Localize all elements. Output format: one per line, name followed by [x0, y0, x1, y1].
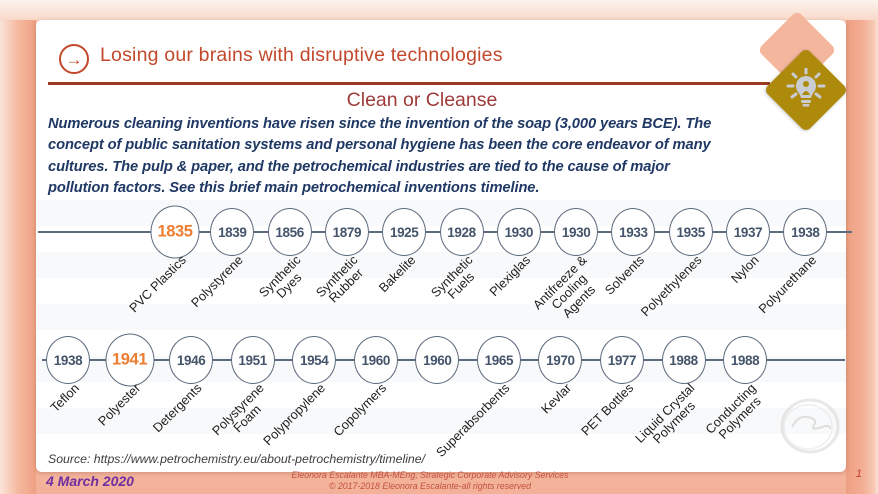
slide-border-left: [0, 0, 36, 494]
timeline-node: 1951: [230, 336, 275, 384]
timeline-year: 1951: [238, 352, 267, 368]
timeline-year: 1946: [176, 352, 206, 368]
timeline-year: 1938: [791, 224, 820, 240]
slide-date: 4 March 2020: [46, 473, 134, 489]
footer-line-2: © 2017-2018 Eleonora Escalante-all right…: [328, 481, 532, 492]
intro-line: cultures. The pulp & paper, and the petr…: [48, 158, 670, 175]
slide-subtitle: Clean or Cleanse: [346, 89, 498, 111]
intro-line: pollution factors. See this brief main p…: [48, 179, 540, 196]
timeline-year: 1970: [546, 352, 575, 368]
timeline-node: 1960: [415, 336, 460, 384]
timeline-node: 1938: [46, 336, 90, 384]
intro-paragraph: Numerous cleaning inventions have risen …: [48, 114, 711, 199]
timeline-year: 1930: [504, 224, 534, 240]
timeline-node: 1938: [783, 208, 828, 256]
timeline-year: 1928: [447, 224, 476, 240]
timeline-year: 1960: [423, 352, 452, 368]
timeline-year: 1941: [111, 350, 148, 369]
source-link-text: Source: https://www.petrochemistry.eu/ab…: [48, 452, 426, 466]
timeline-node: 1839: [210, 208, 255, 256]
timeline-node: 1988: [723, 336, 768, 384]
page-number: 1: [855, 468, 862, 480]
timeline-year: 1988: [730, 352, 760, 368]
timeline-node: 1835: [150, 205, 200, 259]
timeline-year: 1960: [361, 352, 391, 368]
footer-line-1: Eleonora Escalante MBA-MEng, Strategic C…: [291, 470, 569, 480]
timeline-year: 1965: [484, 352, 514, 368]
timeline-year: 1930: [561, 224, 591, 240]
timeline-node: 1933: [611, 208, 656, 256]
timeline-node: 1954: [292, 336, 337, 384]
page-title: Losing our brains with disruptive techno…: [100, 44, 503, 66]
title-underline: [48, 82, 770, 85]
timeline-year: 1937: [733, 224, 763, 240]
timeline-node: 1935: [668, 208, 713, 256]
lightbulb-icon: [786, 68, 826, 107]
timeline-node: 1937: [726, 208, 770, 256]
timeline-node: 1879: [324, 208, 369, 256]
slide-border-right: [846, 0, 878, 494]
timeline-node: 1970: [538, 336, 583, 384]
timeline-year: 1835: [157, 222, 193, 241]
timeline-node: 1960: [353, 336, 398, 384]
timeline-node: 1928: [439, 208, 484, 256]
timeline-node: 1925: [382, 208, 427, 256]
timeline-node: 1946: [169, 336, 214, 384]
intro-line: Numerous cleaning inventions have risen …: [48, 116, 712, 132]
timeline-year: 1977: [607, 352, 637, 368]
timeline-year: 1988: [669, 352, 698, 368]
timeline-node: 1930: [496, 208, 541, 256]
timeline-node: 1930: [554, 208, 599, 256]
slide-border-top: [0, 0, 878, 20]
arrow-right-circle-icon: →: [59, 44, 89, 74]
timeline-year: 1839: [218, 224, 247, 240]
intro-line: concept of public sanitation systems and…: [48, 137, 711, 154]
timeline-node: 1941: [105, 333, 155, 387]
timeline-node: 1977: [599, 336, 644, 384]
timeline-node: 1988: [661, 336, 706, 384]
timeline-node: 1856: [267, 208, 312, 256]
signature-watermark: [780, 398, 840, 454]
timeline-year: 1938: [53, 352, 83, 368]
timeline-node: 1965: [476, 336, 521, 384]
timeline-year: 1954: [299, 352, 329, 368]
timeline-year: 1925: [389, 224, 419, 240]
timeline-year: 1935: [676, 224, 705, 240]
timeline-year: 1879: [332, 224, 362, 240]
timeline-year: 1856: [275, 224, 304, 240]
timeline-year: 1933: [619, 224, 648, 240]
footer-credits: Eleonora Escalante MBA-MEng, Strategic C…: [0, 470, 860, 493]
